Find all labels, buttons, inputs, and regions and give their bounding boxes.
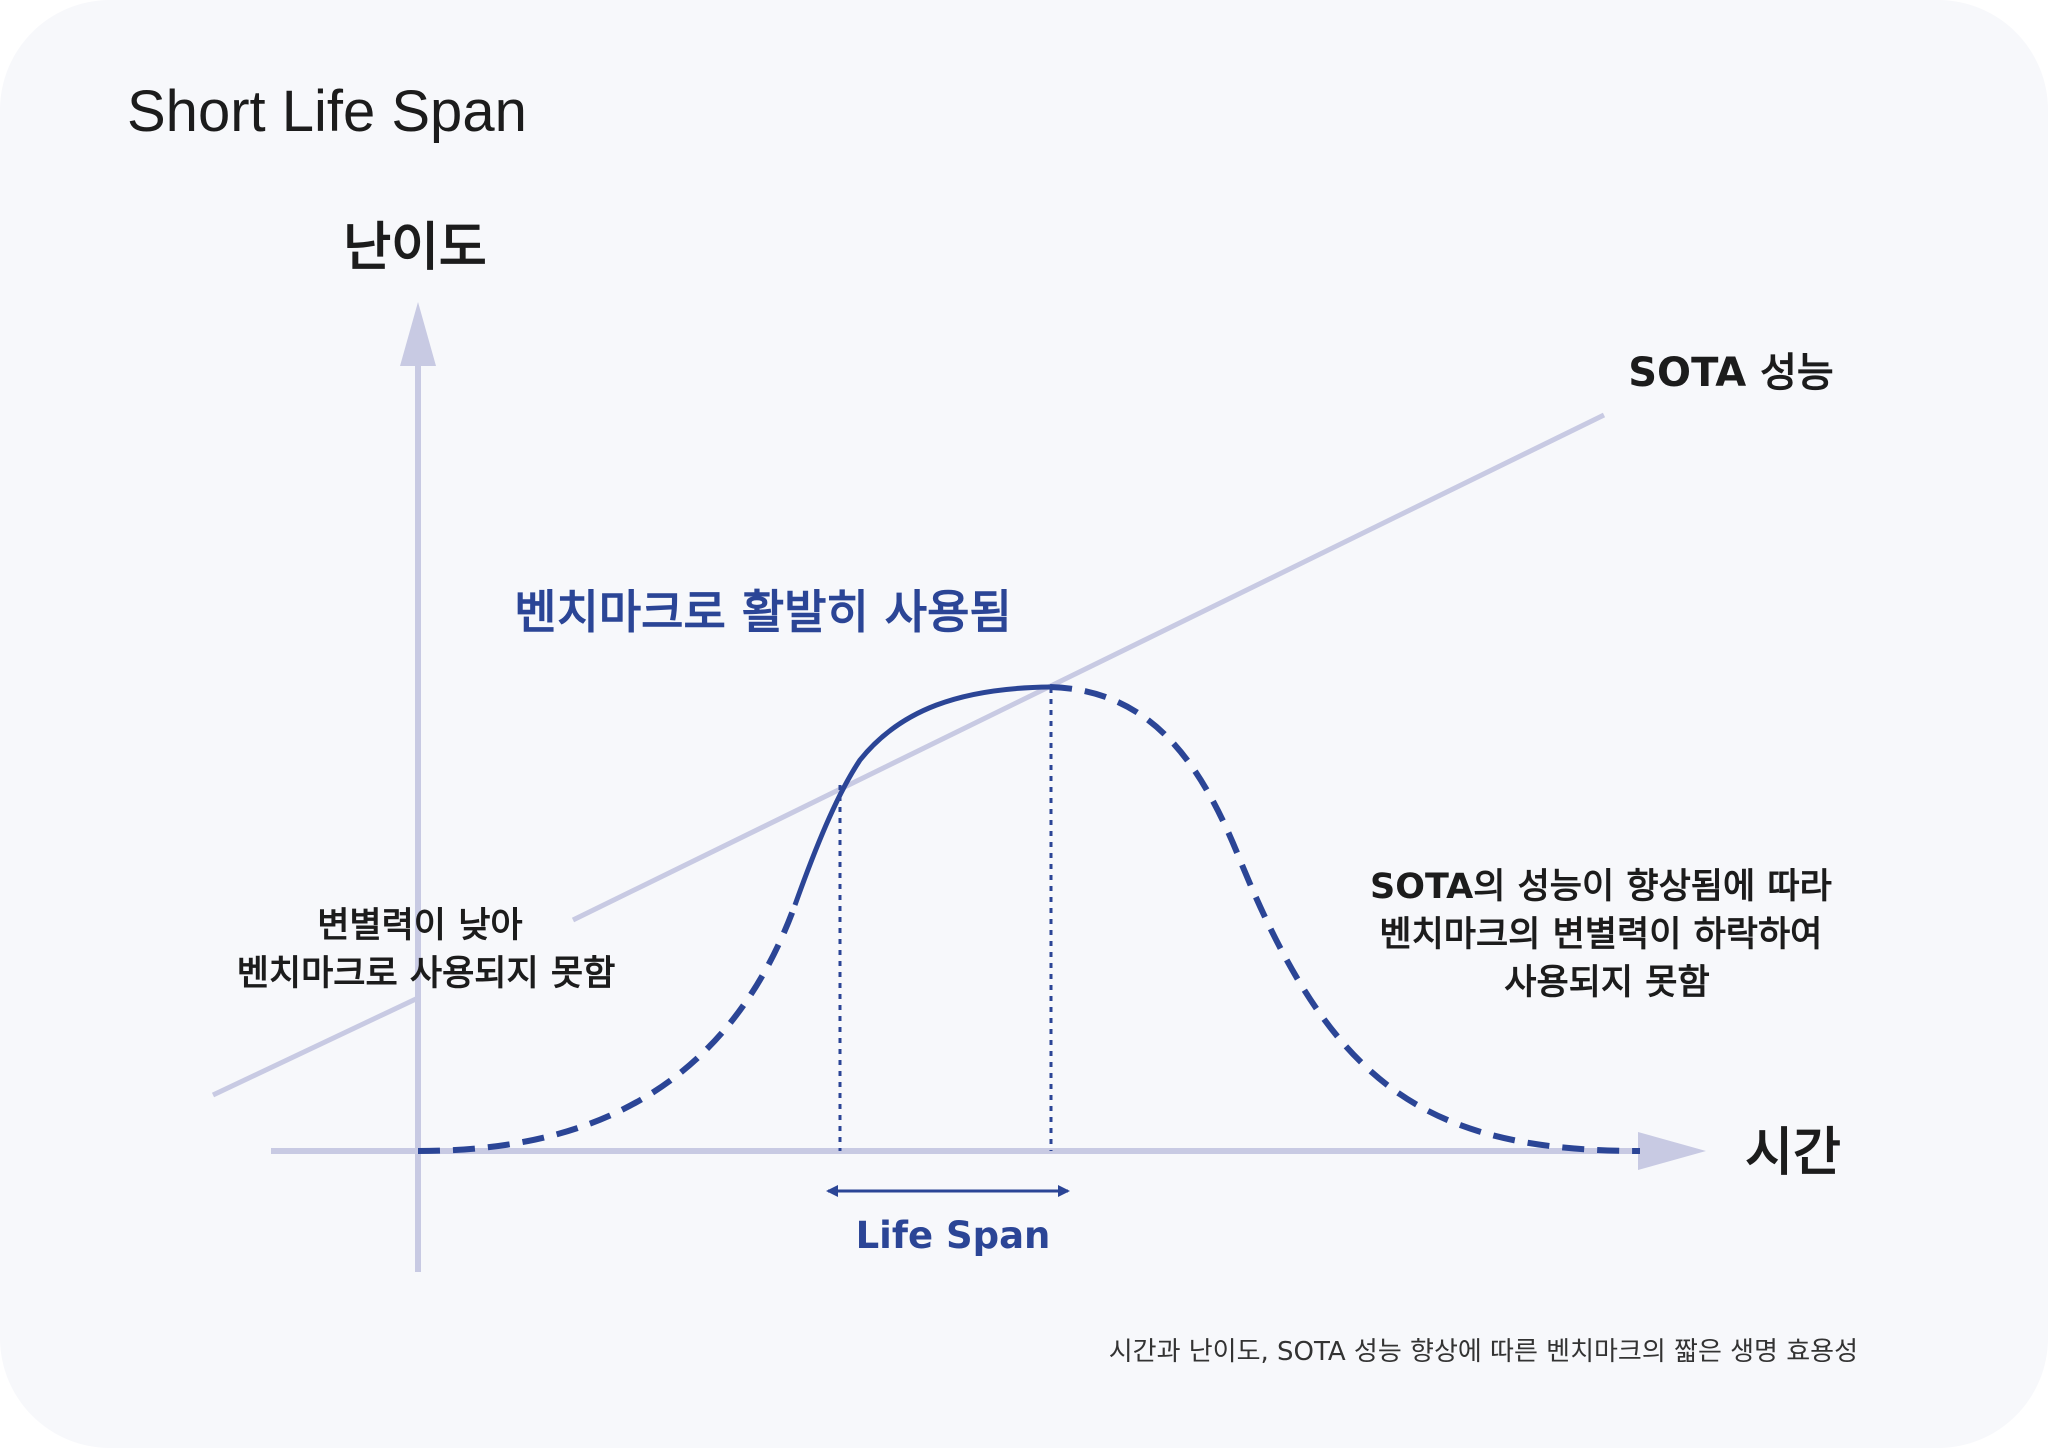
life-span-label: Life Span (856, 1214, 1051, 1257)
curve-falling-dashed (1049, 684, 1641, 1154)
active-benchmark-label: 벤치마크로 활발히 사용됨 (514, 585, 1012, 639)
left-note-line: 벤치마크로 사용되지 못함 (237, 954, 616, 994)
sota-line-upper (571, 412, 1606, 923)
left-note: 변별력이 낮아 벤치마크로 사용되지 못함 (237, 906, 616, 994)
right-note-line: 벤치마크의 변별력이 하락하여 (1379, 915, 1822, 955)
x-axis-label: 시간 (1745, 1123, 1841, 1183)
diagram-title: Short Life Span (127, 79, 527, 144)
x-axis-arrowhead (1638, 1132, 1706, 1170)
curve-rising-dashed (417, 903, 798, 1154)
right-note-line: SOTA의 성능이 향상됨에 따라 (1370, 867, 1832, 907)
left-note-line: 변별력이 낮아 (317, 906, 522, 946)
y-axis-label: 난이도 (343, 218, 487, 278)
sota-line-lower (211, 995, 420, 1098)
y-axis-arrowhead (400, 302, 436, 366)
right-note-line: 사용되지 못함 (1504, 963, 1709, 1003)
sota-label: SOTA 성능 (1628, 350, 1833, 396)
curve-active-solid (792, 684, 1051, 906)
diagram-caption: 시간과 난이도, SOTA 성능 향상에 따른 벤치마크의 짧은 생명 효용성 (1109, 1337, 1858, 1367)
right-note: SOTA의 성능이 향상됨에 따라 벤치마크의 변별력이 하락하여 사용되지 못… (1370, 867, 1844, 1003)
